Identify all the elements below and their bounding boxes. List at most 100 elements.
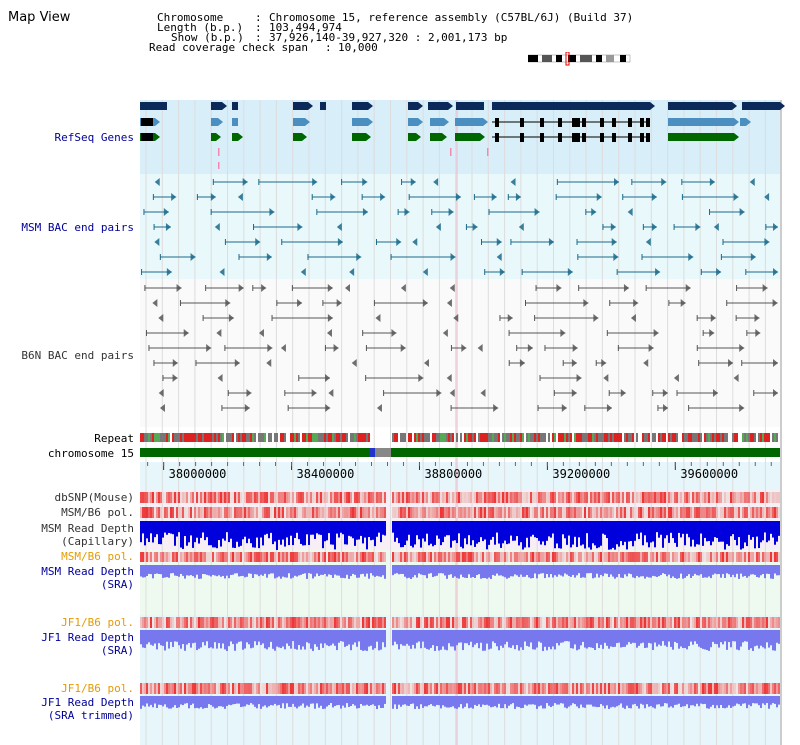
- jf1-depth-bar: [558, 630, 560, 646]
- jf1-b6-pol-trim-strip: [718, 683, 720, 694]
- jf1-trim-depth-bar: [264, 696, 266, 706]
- jf1-b6-pol-strip: [352, 617, 354, 628]
- msm-b6-pol-sra-strip: [760, 552, 762, 562]
- msm-b6-pol-sra-strip: [410, 552, 412, 562]
- msm-b6-pol-sra-strip: [730, 552, 732, 562]
- msm-depth-capillary-bar: [290, 521, 292, 536]
- gene-blue-arrow: [444, 118, 449, 126]
- msm-b6-pol-strip: [186, 507, 188, 518]
- msm-b6-pol-strip: [346, 507, 348, 518]
- msm-depth-capillary-bar: [240, 521, 242, 546]
- repeat-block: [418, 433, 420, 442]
- msm-b6-pol-sra-strip: [396, 552, 398, 562]
- repeat-block: [610, 433, 612, 442]
- jf1-trim-depth-bar: [226, 696, 228, 707]
- repeat-block: [270, 433, 272, 442]
- msm-b6-pol-sra-strip: [770, 552, 772, 562]
- msm-b6-pol-strip: [374, 507, 376, 518]
- dbsnp-strip: [732, 492, 734, 503]
- jf1-b6-pol-trim-strip: [574, 683, 576, 694]
- jf1-b6-pol-strip: [306, 617, 308, 628]
- jf1-trim-depth-bar: [236, 696, 238, 704]
- repeat-block: [428, 433, 430, 442]
- dbsnp-strip: [586, 492, 588, 503]
- msm-depth-capillary-bar: [570, 521, 572, 548]
- jf1-b6-pol-trim-strip: [664, 683, 666, 694]
- jf1-trim-depth-bar: [476, 696, 478, 706]
- msm-b6-pol-strip: [262, 507, 264, 518]
- jf1-depth-bar: [504, 630, 506, 645]
- jf1-depth-bar: [534, 630, 536, 650]
- jf1-b6-pol-strip: [216, 617, 218, 628]
- jf1-depth-bar: [580, 630, 582, 646]
- msm-depth-capillary-bar: [714, 521, 716, 538]
- track-label-b6n-bac[interactable]: B6N BAC end pairs: [21, 349, 134, 362]
- jf1-b6-pol-strip: [238, 617, 240, 628]
- jf1-b6-pol-trim-strip: [346, 683, 348, 694]
- jf1-depth-bar: [438, 630, 440, 651]
- jf1-depth-bar: [250, 630, 252, 649]
- msm-depth-capillary-bar: [350, 521, 352, 537]
- msm-depth-capillary-bar: [174, 521, 176, 546]
- msm-depth-capillary-bar: [586, 521, 588, 534]
- jf1-depth-bar: [210, 630, 212, 648]
- msm-depth-sra-bar: [144, 565, 146, 578]
- msm-depth-sra-bar: [142, 565, 144, 578]
- msm-depth-sra-bar: [694, 565, 696, 574]
- msm-b6-pol-sra-strip: [428, 552, 430, 562]
- repeat-block: [486, 433, 488, 442]
- jf1-trim-depth-bar: [530, 696, 532, 705]
- msm-b6-pol-strip: [678, 507, 680, 518]
- msm-b6-pol-strip: [514, 507, 516, 518]
- msm-depth-capillary-bar: [292, 521, 294, 546]
- track-label-msm-bac[interactable]: MSM BAC end pairs: [21, 221, 134, 234]
- msm-bac-end: [491, 193, 497, 201]
- jf1-trim-depth-bar: [410, 696, 412, 704]
- msm-b6-pol-strip: [318, 507, 320, 518]
- jf1-depth-bar: [246, 630, 248, 643]
- msm-b6-pol-sra-strip: [704, 552, 706, 562]
- repeat-block: [358, 433, 360, 442]
- msm-b6-pol-sra-strip: [690, 552, 692, 562]
- jf1-b6-pol-strip: [544, 617, 546, 628]
- repeat-block: [648, 433, 650, 442]
- jf1-b6-pol-trim-strip: [540, 683, 542, 694]
- msm-b6-pol-sra-strip: [466, 552, 468, 562]
- repeat-block: [282, 433, 284, 442]
- dbsnp-strip: [546, 492, 548, 503]
- jf1-b6-pol-strip: [366, 617, 368, 628]
- msm-depth-capillary-bar: [642, 521, 644, 546]
- msm-b6-pol-strip: [370, 507, 372, 518]
- dbsnp-strip: [236, 492, 238, 503]
- msm-b6-pol-strip: [440, 507, 442, 518]
- repeat-block: [504, 433, 506, 442]
- jf1-b6-pol-trim-strip: [166, 683, 168, 694]
- msm-depth-capillary-bar: [288, 521, 290, 546]
- jf1-b6-pol-trim-strip: [272, 683, 274, 694]
- jf1-depth-bar: [216, 630, 218, 649]
- msm-depth-capillary-bar: [144, 521, 146, 546]
- gene-navy: [211, 102, 222, 110]
- track-label-jf1-b6-pol-trim: JF1/B6 pol.: [61, 682, 134, 695]
- jf1-b6-pol-strip: [408, 617, 410, 628]
- track-label-refseq[interactable]: RefSeq Genes: [54, 131, 134, 144]
- jf1-trim-depth-bar: [260, 696, 262, 709]
- jf1-trim-depth-bar: [718, 696, 720, 709]
- dbsnp-strip: [540, 492, 542, 503]
- jf1-b6-pol-strip: [684, 617, 686, 628]
- jf1-depth-bar: [472, 630, 474, 648]
- msm-b6-pol-strip: [474, 507, 476, 518]
- msm-depth-sra-bar: [260, 565, 262, 575]
- dbsnp-strip: [716, 492, 718, 503]
- gene-navy-arrow: [308, 102, 313, 110]
- msm-b6-pol-strip: [668, 507, 670, 518]
- jf1-trim-depth-bar: [554, 696, 556, 704]
- msm-b6-pol-strip: [458, 507, 460, 518]
- b6n-bac-end: [400, 284, 406, 292]
- jf1-trim-depth-bar: [272, 696, 274, 706]
- msm-b6-pol-strip: [264, 507, 266, 518]
- msm-depth-capillary-bar: [468, 521, 470, 536]
- msm-depth-capillary-bar: [228, 521, 230, 543]
- chromosome-ideogram[interactable]: [528, 52, 632, 66]
